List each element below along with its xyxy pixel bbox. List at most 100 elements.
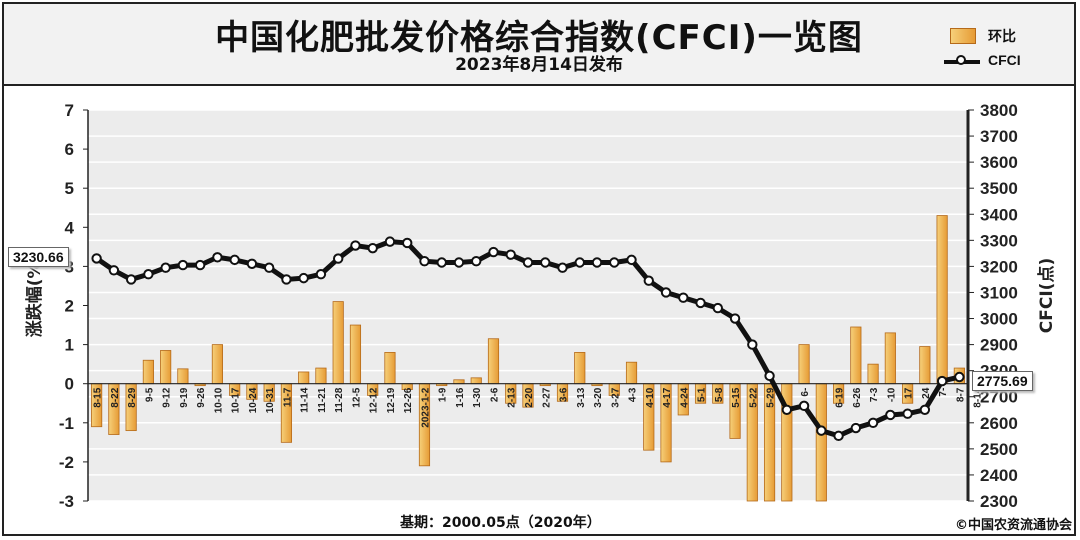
bar-mark	[936, 215, 948, 385]
legend-item-line: CFCI	[944, 50, 1064, 72]
cfci-point	[902, 408, 913, 419]
cfci-point	[936, 375, 948, 387]
x-tick-label: 7-	[938, 388, 949, 397]
cfci-point	[332, 253, 344, 264]
right-axis-tick-label: 2700	[980, 388, 1018, 407]
x-tick-label: 8-29	[127, 387, 138, 407]
left-axis-tick-label: 4	[65, 218, 75, 237]
right-axis-tick-label: 3200	[980, 257, 1018, 276]
right-axis-tick-label: 2400	[980, 466, 1018, 485]
x-tick-label: 12-5	[351, 387, 362, 407]
cfci-point	[764, 370, 775, 382]
chart-header: 中国化肥批发价格综合指数(CFCI)一览图 2023年8月14日发布 环比 CF…	[4, 4, 1074, 86]
left-axis-tick-label: 1	[65, 336, 74, 355]
cfci-point	[471, 255, 482, 267]
cfci-point	[833, 430, 844, 442]
right-axis-tick-label: 3000	[980, 310, 1018, 329]
bar-mark	[470, 377, 482, 385]
left-axis-tick-label: 3	[65, 257, 74, 276]
cfci-point	[885, 409, 896, 421]
x-tick-label: 11-14	[300, 387, 311, 412]
x-tick-label: 1-16	[455, 387, 466, 407]
bar-mark	[625, 361, 638, 385]
cfci-point	[678, 292, 689, 303]
plot-background	[88, 110, 968, 501]
cfci-point	[160, 262, 171, 273]
cfci-point	[522, 257, 534, 268]
x-tick-label: 5-15	[731, 387, 742, 407]
cfci-point	[384, 236, 396, 247]
x-tick-label: 4-17	[662, 387, 673, 407]
bar-mark	[815, 383, 827, 502]
x-tick-label: 3-6	[559, 387, 570, 402]
cfci-point	[143, 269, 154, 280]
x-tick-label: 4-10	[645, 387, 656, 407]
cfci-point	[229, 254, 240, 266]
chart-legend: 环比 CFCI	[944, 24, 1064, 76]
bar-mark	[867, 363, 879, 385]
cfci-point	[315, 269, 327, 280]
bar-mark	[884, 332, 896, 385]
cfci-point	[609, 257, 620, 268]
bar-mark	[798, 344, 810, 385]
cfci-point	[643, 275, 654, 286]
cfci-point	[350, 240, 361, 251]
x-tick-label: 10-31	[265, 387, 276, 413]
bar-mark	[850, 326, 862, 385]
x-tick-label: 10-24	[248, 387, 259, 413]
left-axis-tick-label: -3	[59, 492, 74, 511]
x-tick-label: 10-10	[213, 387, 224, 413]
legend-bar-label: 环比	[988, 28, 1016, 44]
right-axis-tick-label: 3600	[980, 153, 1018, 172]
x-tick-label: 7-3	[869, 387, 880, 402]
x-tick-label: 6-26	[852, 387, 863, 407]
cfci-point	[591, 257, 603, 268]
cfci-point	[402, 237, 413, 249]
bar-mark	[574, 352, 586, 385]
cfci-point	[660, 287, 672, 298]
cfci-point	[712, 302, 724, 314]
end-value-callout: 2775.69	[972, 371, 1033, 391]
x-tick-label: 1-9	[438, 387, 449, 402]
x-tick-label: 6-	[800, 388, 811, 397]
right-axis-tick-label: 3500	[980, 179, 1018, 198]
bar-mark	[315, 367, 327, 385]
cfci-point	[246, 258, 258, 269]
cfci-point	[108, 265, 120, 276]
cfci-point	[194, 259, 206, 271]
x-tick-label: 12-19	[386, 387, 397, 413]
right-axis-tick-label: 3700	[980, 127, 1018, 146]
right-axis-tick-label: 3100	[980, 283, 1018, 302]
x-tick-label: 5-1	[697, 387, 708, 402]
cfci-point	[557, 262, 568, 273]
bar-mark	[919, 346, 931, 385]
x-tick-label: 2023-1-2	[420, 387, 431, 427]
cfci-point	[798, 400, 810, 412]
bar-mark	[384, 352, 396, 385]
cfci-point	[540, 257, 551, 268]
left-axis-tick-label: -2	[59, 453, 74, 472]
x-tick-label: 2-20	[524, 387, 535, 407]
x-tick-label: 9-26	[196, 387, 207, 407]
cfci-point	[850, 422, 862, 434]
x-tick-label: 8-22	[110, 387, 121, 407]
legend-bar-swatch	[950, 28, 976, 44]
x-tick-label: 2-13	[507, 387, 518, 407]
start-value-callout: 3230.66	[8, 247, 69, 267]
cfci-point	[281, 274, 292, 285]
cfci-point	[91, 253, 102, 264]
x-tick-label: 4-3	[628, 387, 639, 402]
x-tick-label: 12-26	[403, 387, 414, 413]
cfci-point	[367, 242, 378, 254]
x-tick-label: 10-17	[231, 387, 242, 413]
left-axis-title: 涨跌幅(%)	[24, 254, 45, 338]
x-tick-label: 11-28	[334, 387, 345, 412]
cfci-point	[816, 425, 827, 436]
x-tick-label: 9-19	[179, 387, 190, 407]
x-tick-label: 4-24	[679, 387, 690, 407]
x-tick-label: 8-14	[973, 387, 984, 407]
x-tick-label: 5-8	[714, 387, 725, 402]
x-tick-label: 9-12	[162, 387, 173, 407]
right-axis-tick-label: 2900	[980, 336, 1018, 355]
legend-line-label: CFCI	[988, 52, 1021, 68]
